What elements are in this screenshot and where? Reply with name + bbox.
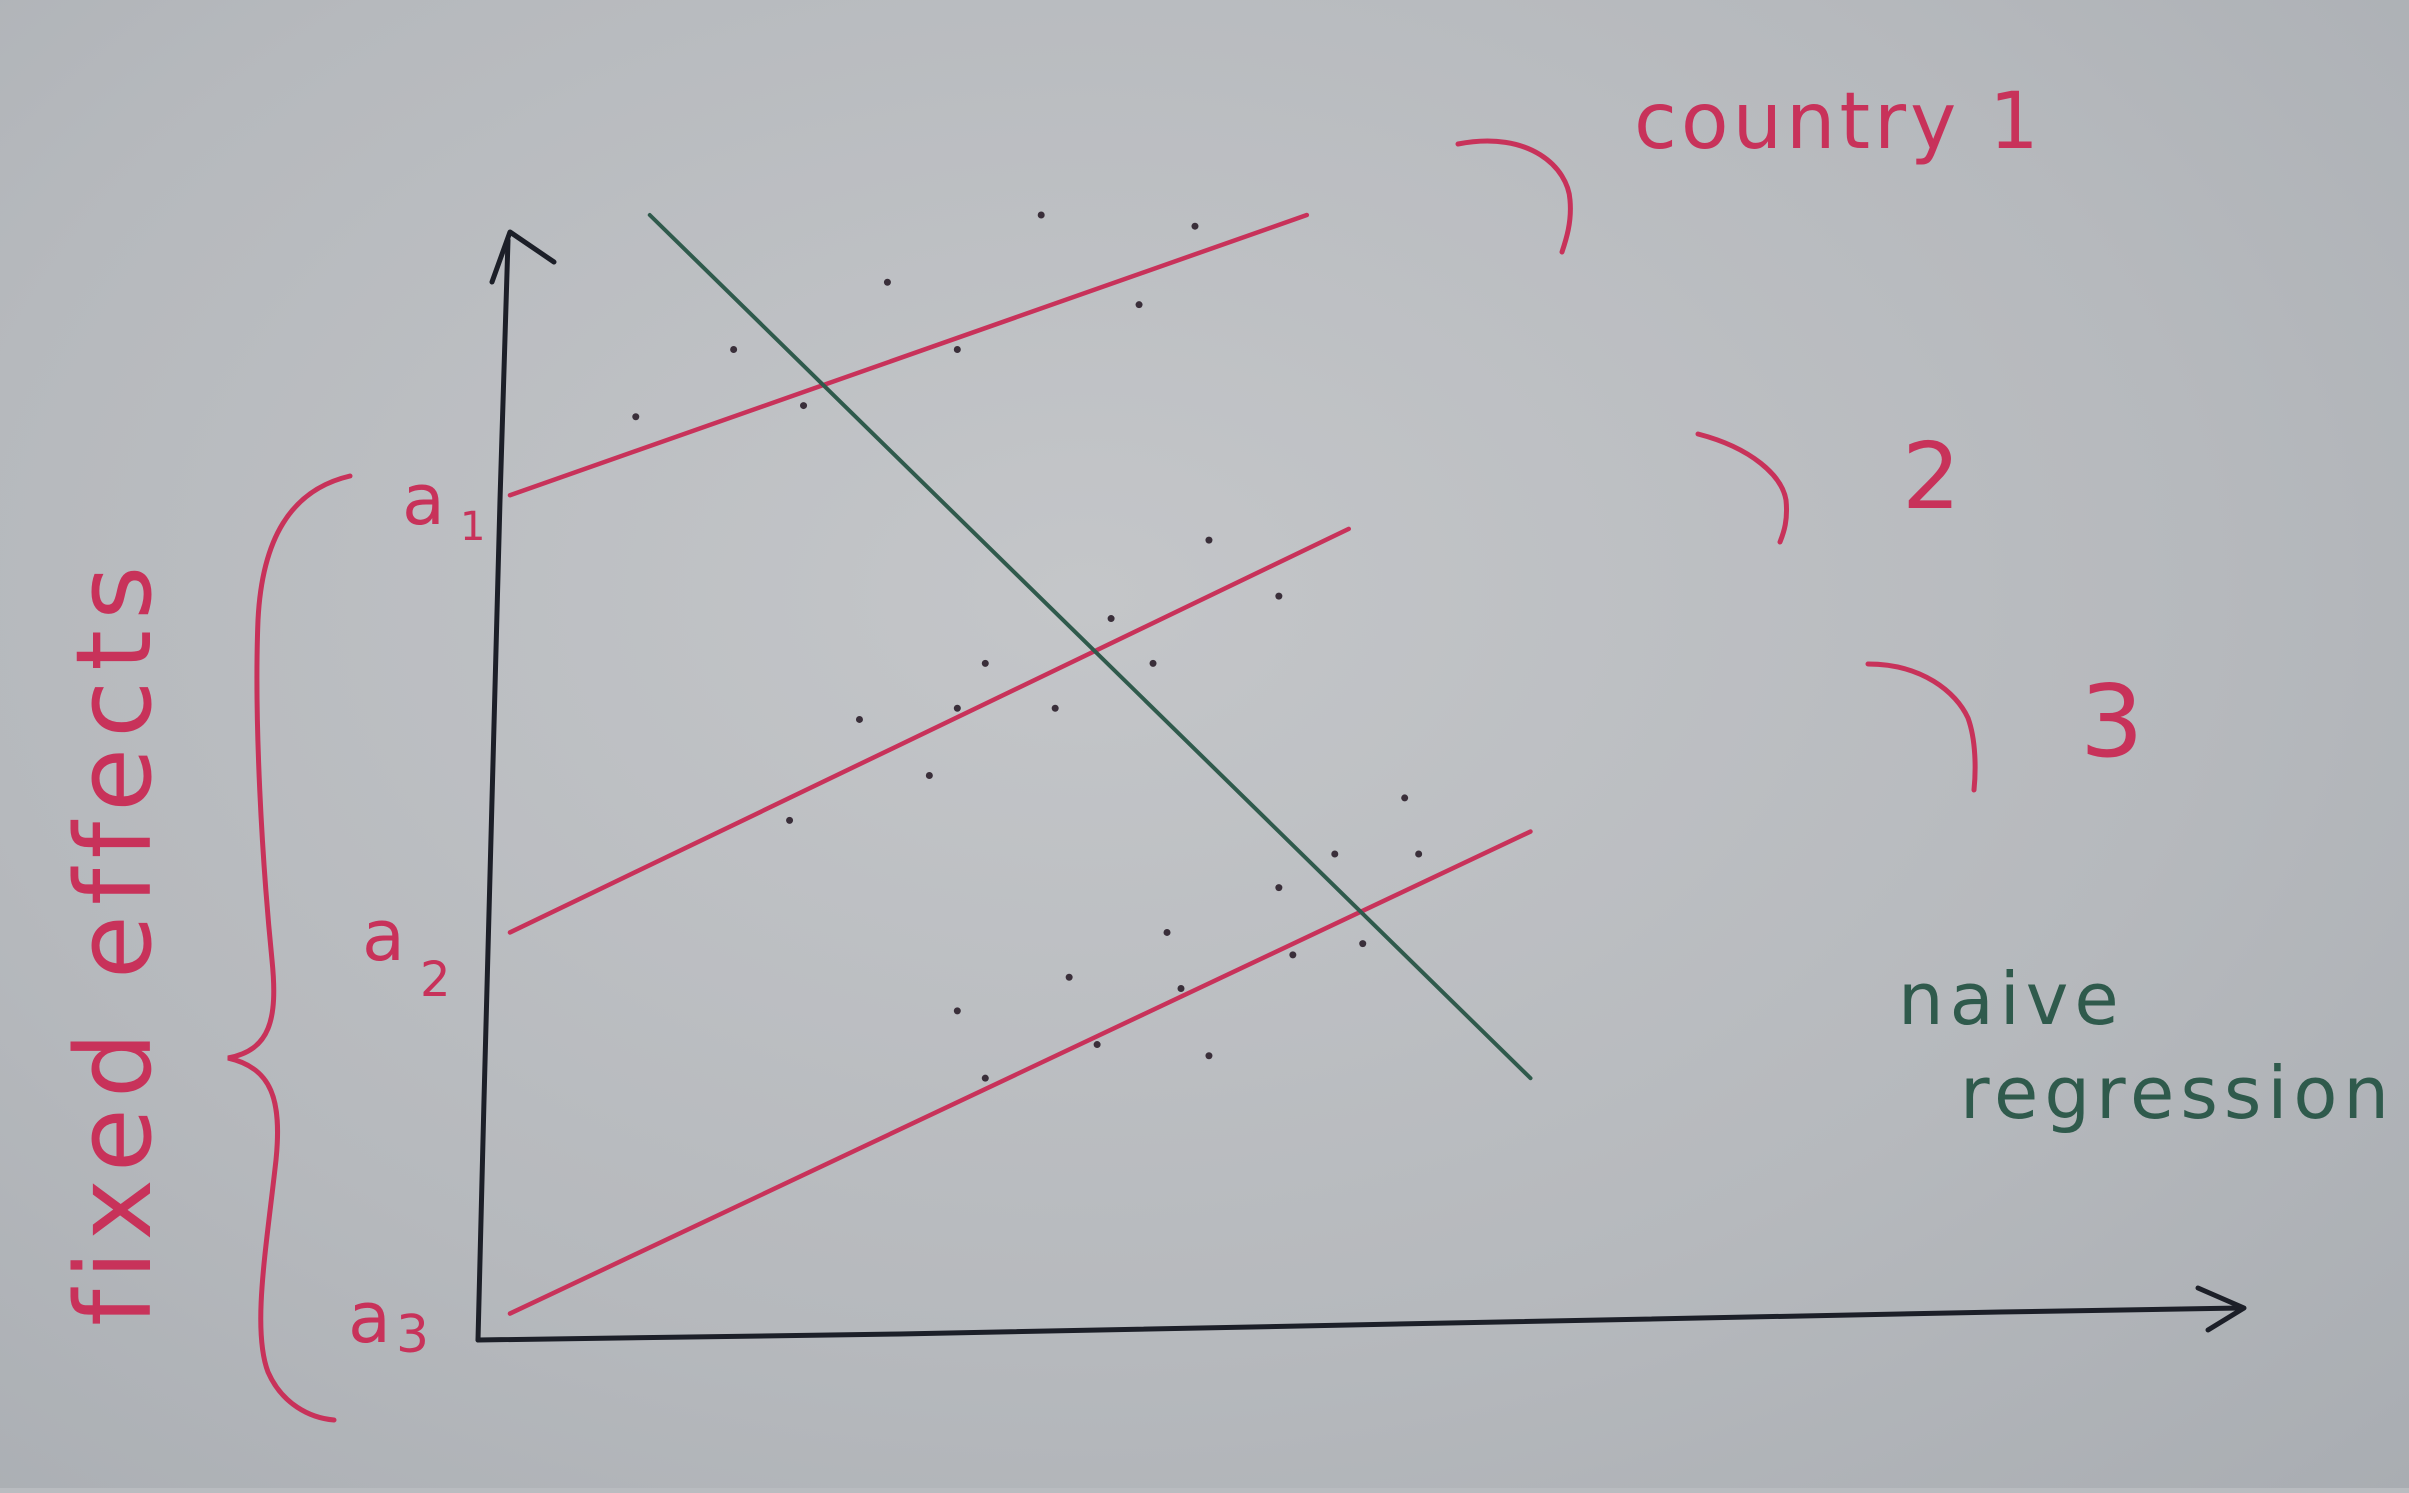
data-point-series-1-2 <box>730 346 738 354</box>
data-point-series-3-12 <box>1401 794 1409 802</box>
data-point-series-3-5 <box>1163 928 1171 936</box>
x-axis-arrowhead <box>2195 1285 2247 1333</box>
data-point-series-2-1 <box>786 816 794 824</box>
data-point-series-3-2 <box>981 1074 989 1082</box>
y-axis <box>475 237 511 1343</box>
data-point-series-2-10 <box>1205 536 1213 544</box>
data-point-series-3-11 <box>1359 940 1367 948</box>
data-point-series-1-6 <box>1037 211 1045 219</box>
y-axis-arrowhead <box>489 229 557 285</box>
label-regression: regression <box>1960 1051 2395 1135</box>
bracket-country-3 <box>1865 661 1978 793</box>
data-point-series-2-4 <box>953 704 961 712</box>
naive-regression-group <box>647 213 1533 1081</box>
fixed-effect-line-series-2 <box>507 526 1352 935</box>
data-point-series-1-1 <box>632 413 640 421</box>
data-point-series-1-5 <box>953 346 961 354</box>
label-a2-subscript: 2 <box>420 952 451 1008</box>
data-point-series-3-4 <box>1093 1041 1101 1049</box>
data-point-series-2-9 <box>1275 592 1283 600</box>
data-point-series-3-3 <box>1065 973 1073 981</box>
fixed-effects-brace <box>227 473 353 1423</box>
data-point-series-3-13 <box>1415 850 1423 858</box>
label-a1-subscript: 1 <box>460 504 485 550</box>
data-point-series-3-9 <box>1289 951 1297 959</box>
x-axis <box>475 1305 2243 1343</box>
data-point-series-3-10 <box>1331 850 1339 858</box>
data-point-series-3-1 <box>953 1007 961 1015</box>
data-point-series-3-7 <box>1205 1052 1213 1060</box>
label-naive: naive <box>1898 957 2125 1041</box>
data-point-series-2-2 <box>855 715 863 723</box>
label-country-3: 3 <box>2080 663 2144 780</box>
data-point-series-1-4 <box>883 278 891 286</box>
bracket-country-2 <box>1695 431 1789 545</box>
label-country-1: country 1 <box>1634 77 2043 167</box>
data-point-series-2-8 <box>1149 659 1157 667</box>
data-point-series-3-8 <box>1275 884 1283 892</box>
fixed-effect-lines <box>507 212 1533 1316</box>
fixed-effect-line-series-3 <box>507 829 1533 1316</box>
data-points <box>632 211 1423 1082</box>
data-point-series-3-6 <box>1177 984 1185 992</box>
data-point-series-2-3 <box>925 772 933 779</box>
fixed-effect-line-series-1 <box>507 212 1310 498</box>
label-a3-subscript: 3 <box>396 1305 429 1365</box>
label-a3: a <box>348 1277 391 1359</box>
label-a1: a <box>402 459 445 541</box>
label-a2: a <box>362 895 405 977</box>
label-country-2: 2 <box>1902 423 1961 530</box>
data-point-series-2-6 <box>1051 704 1059 712</box>
data-point-series-1-3 <box>800 402 808 410</box>
data-point-series-1-8 <box>1191 222 1199 230</box>
data-point-series-2-7 <box>1107 615 1115 623</box>
naive-regression-line <box>647 213 1533 1081</box>
label-fixed-effects: fixed effects <box>53 556 175 1326</box>
data-point-series-2-5 <box>981 659 989 667</box>
data-point-series-1-7 <box>1135 301 1143 309</box>
bracket-country-1 <box>1455 138 1573 255</box>
